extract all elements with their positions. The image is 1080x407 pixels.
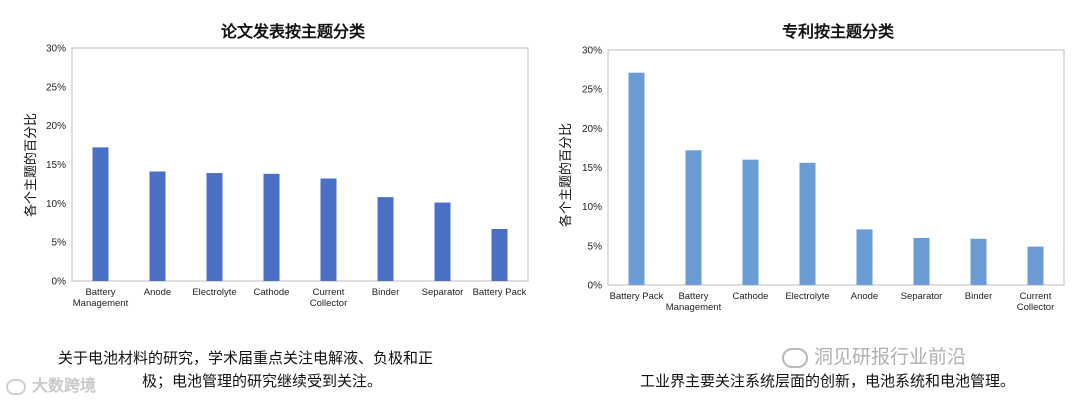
bar — [491, 228, 508, 281]
bar — [320, 178, 337, 281]
left-watermark: 大数跨境 — [6, 372, 96, 396]
x-tick-label: Cathode — [733, 291, 769, 302]
plot-frame — [71, 47, 529, 282]
left-caption-line1: 关于电池材料的研究，学术届重点关注电解液、负极和正 — [58, 349, 434, 367]
watermark-logo-icon — [6, 378, 26, 395]
x-tick-label: Collector — [1017, 302, 1055, 313]
y-tick-label: 10% — [46, 199, 66, 210]
bar — [377, 197, 394, 281]
chart-title: 论文发表按主题分类 — [221, 22, 366, 41]
x-tick-label: Management — [666, 302, 722, 313]
y-axis-label: 各个主题的百分比 — [23, 113, 39, 217]
bar — [149, 171, 166, 281]
x-tick-label: Current — [1020, 291, 1052, 302]
x-tick-label: Electrolyte — [192, 287, 236, 298]
bar — [742, 159, 759, 285]
y-tick-label: 25% — [582, 85, 602, 96]
y-tick-label: 5% — [52, 238, 67, 249]
right-watermark: 洞见研报行业前沿 — [782, 342, 966, 369]
x-tick-label: Binder — [372, 287, 399, 298]
x-tick-label: Management — [73, 298, 129, 309]
x-tick-label: Binder — [965, 291, 992, 302]
y-axis-label: 各个主题的百分比 — [558, 123, 574, 227]
x-tick-label: Battery — [678, 291, 708, 302]
bar — [799, 162, 816, 285]
y-tick-label: 20% — [582, 124, 602, 135]
y-tick-label: 15% — [582, 163, 602, 174]
y-tick-label: 0% — [52, 277, 67, 288]
y-tick-label: 5% — [588, 241, 603, 252]
y-tick-label: 30% — [582, 46, 602, 57]
x-tick-label: Electrolyte — [785, 291, 829, 302]
x-tick-label: Battery Pack — [610, 291, 664, 302]
left-watermark-text: 大数跨境 — [32, 376, 97, 395]
x-tick-label: Collector — [310, 298, 348, 309]
bar — [92, 147, 109, 281]
bar — [628, 72, 645, 285]
x-tick-label: Cathode — [254, 287, 290, 298]
bar — [206, 173, 223, 281]
y-tick-label: 15% — [46, 160, 66, 171]
wechat-icon — [782, 347, 808, 368]
bar — [263, 173, 280, 281]
plot-frame — [607, 49, 1065, 286]
x-tick-label: Battery Pack — [473, 287, 527, 298]
y-tick-label: 10% — [582, 202, 602, 213]
bar — [1027, 246, 1044, 285]
bar — [856, 229, 873, 285]
x-tick-label: Anode — [851, 291, 878, 302]
y-tick-label: 20% — [46, 121, 66, 132]
x-tick-label: Separator — [901, 291, 943, 302]
bar — [434, 202, 451, 281]
bar — [685, 150, 702, 285]
right-watermark-text: 洞见研报行业前沿 — [814, 346, 967, 368]
x-tick-label: Current — [313, 287, 345, 298]
bar — [970, 238, 987, 285]
bar — [913, 238, 930, 285]
right-caption: 工业界主要关注系统层面的创新，电池系统和电池管理。 — [640, 372, 1016, 390]
y-tick-label: 25% — [46, 82, 66, 93]
x-tick-label: Anode — [144, 287, 171, 298]
y-tick-label: 0% — [588, 281, 603, 292]
x-tick-label: Battery — [85, 287, 115, 298]
y-tick-label: 30% — [46, 44, 66, 55]
x-tick-label: Separator — [422, 287, 464, 298]
chart-title: 专利按主题分类 — [782, 22, 895, 41]
left-caption-line2: 极；电池管理的研究继续受到关注。 — [142, 372, 383, 390]
